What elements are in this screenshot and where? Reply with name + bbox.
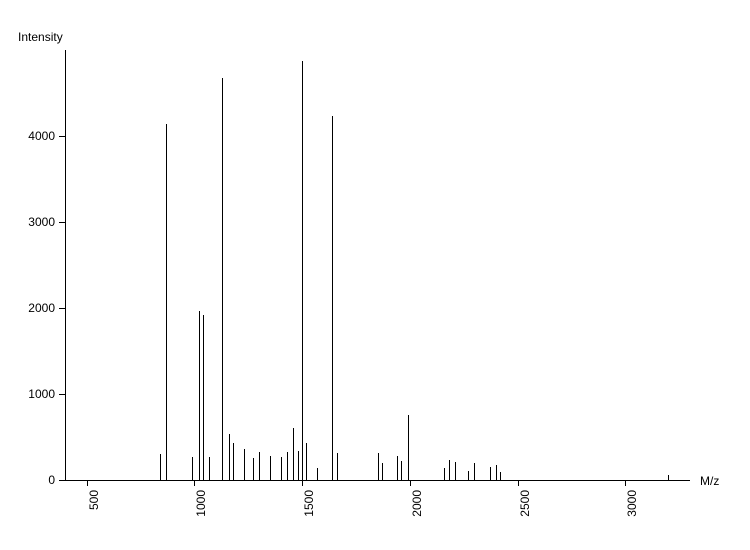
spectrum-peak [233, 443, 234, 480]
x-tick [518, 480, 519, 486]
spectrum-peak [468, 471, 469, 480]
spectrum-peak [259, 452, 260, 480]
x-tick-label: 1500 [302, 490, 316, 550]
spectrum-peak [244, 449, 245, 480]
y-tick [59, 136, 65, 137]
x-axis-title: M/z [700, 474, 719, 488]
y-tick [59, 394, 65, 395]
spectrum-peak [229, 434, 230, 480]
spectrum-peak [281, 457, 282, 480]
spectrum-peak [337, 453, 338, 480]
spectrum-peak [253, 458, 254, 480]
spectrum-peak [382, 463, 383, 480]
x-tick-label: 2500 [518, 490, 532, 550]
spectrum-peak [378, 453, 379, 480]
y-tick-label: 0 [0, 473, 55, 487]
spectrum-peak [209, 457, 210, 480]
spectrum-peak [203, 315, 204, 480]
y-axis-line [65, 50, 66, 480]
x-tick [625, 480, 626, 486]
spectrum-peak [401, 461, 402, 480]
y-tick-label: 3000 [0, 215, 55, 229]
y-tick [59, 222, 65, 223]
spectrum-peak [332, 116, 333, 480]
x-tick [87, 480, 88, 486]
x-tick [302, 480, 303, 486]
y-tick-label: 4000 [0, 129, 55, 143]
spectrum-peak [408, 415, 409, 480]
x-tick-label: 500 [87, 490, 101, 550]
spectrum-peak [192, 457, 193, 480]
spectrum-peak [298, 451, 299, 480]
spectrum-peak [160, 454, 161, 480]
x-tick [410, 480, 411, 486]
x-tick-label: 2000 [410, 490, 424, 550]
spectrum-peak [668, 475, 669, 480]
spectrum-peak [496, 465, 497, 480]
x-tick-label: 1000 [194, 490, 208, 550]
y-tick-label: 1000 [0, 387, 55, 401]
spectrum-peak [444, 468, 445, 480]
spectrum-peak [287, 452, 288, 480]
y-tick [59, 308, 65, 309]
x-tick-label: 3000 [625, 490, 639, 550]
spectrum-peak [293, 428, 294, 480]
spectrum-peak [455, 462, 456, 480]
spectrum-peak [166, 124, 167, 480]
spectrum-peak [474, 463, 475, 480]
spectrum-peak [270, 456, 271, 480]
spectrum-peak [490, 467, 491, 480]
spectrum-peak [199, 311, 200, 480]
mass-spectrum-chart: Intensity M/z 01000200030004000500100015… [0, 0, 750, 540]
spectrum-peak [302, 61, 303, 480]
x-tick [194, 480, 195, 486]
spectrum-peak [449, 460, 450, 480]
spectrum-peak [306, 443, 307, 480]
spectrum-peak [500, 472, 501, 480]
spectrum-peak [397, 456, 398, 480]
y-axis-title: Intensity [18, 30, 63, 44]
y-tick [59, 480, 65, 481]
spectrum-peak [222, 78, 223, 480]
spectrum-peak [317, 468, 318, 480]
x-axis-line [65, 480, 690, 481]
y-tick-label: 2000 [0, 301, 55, 315]
